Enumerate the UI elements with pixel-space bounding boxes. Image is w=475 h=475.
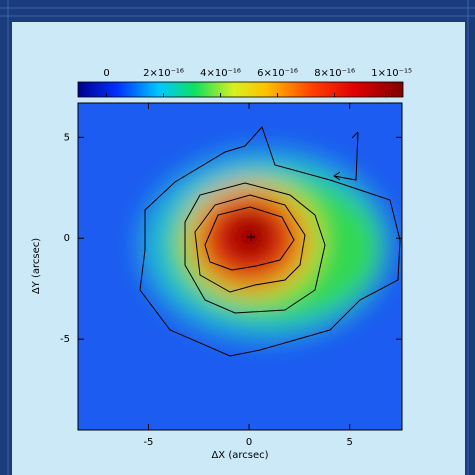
colorbar-tick-label: 6×10⁻¹⁶ [257,68,298,79]
y-axis-label: ΔY (arcsec) [31,238,42,294]
colorbar-tick-label: 0 [103,68,109,79]
intensity-map [78,103,402,430]
colorbar-tick-label: 8×10⁻¹⁶ [314,68,355,79]
y-tick-label: 0 [64,233,70,244]
x-tick-label: 0 [246,437,252,448]
colorbar-tick-label: 4×10⁻¹⁶ [200,68,241,79]
x-axis-label: ΔX (arcsec) [211,450,268,461]
colorbar [78,82,403,97]
colorbar-tick-label: 2×10⁻¹⁶ [143,68,184,79]
x-tick-label: 5 [346,437,352,448]
y-tick-label: -5 [60,334,70,345]
y-tick-label: 5 [64,132,70,143]
screen: ΔX (arcsec) ΔY (arcsec) -5 0 5 -5 0 5 0 2×10⁻¹⁶… [0,0,475,475]
x-tick-label: -5 [143,437,153,448]
colorbar-tick-label: 1×10⁻¹⁵ [371,68,412,79]
page: {"chart_data": {"type": "heatmap", "xlab… [0,0,475,475]
